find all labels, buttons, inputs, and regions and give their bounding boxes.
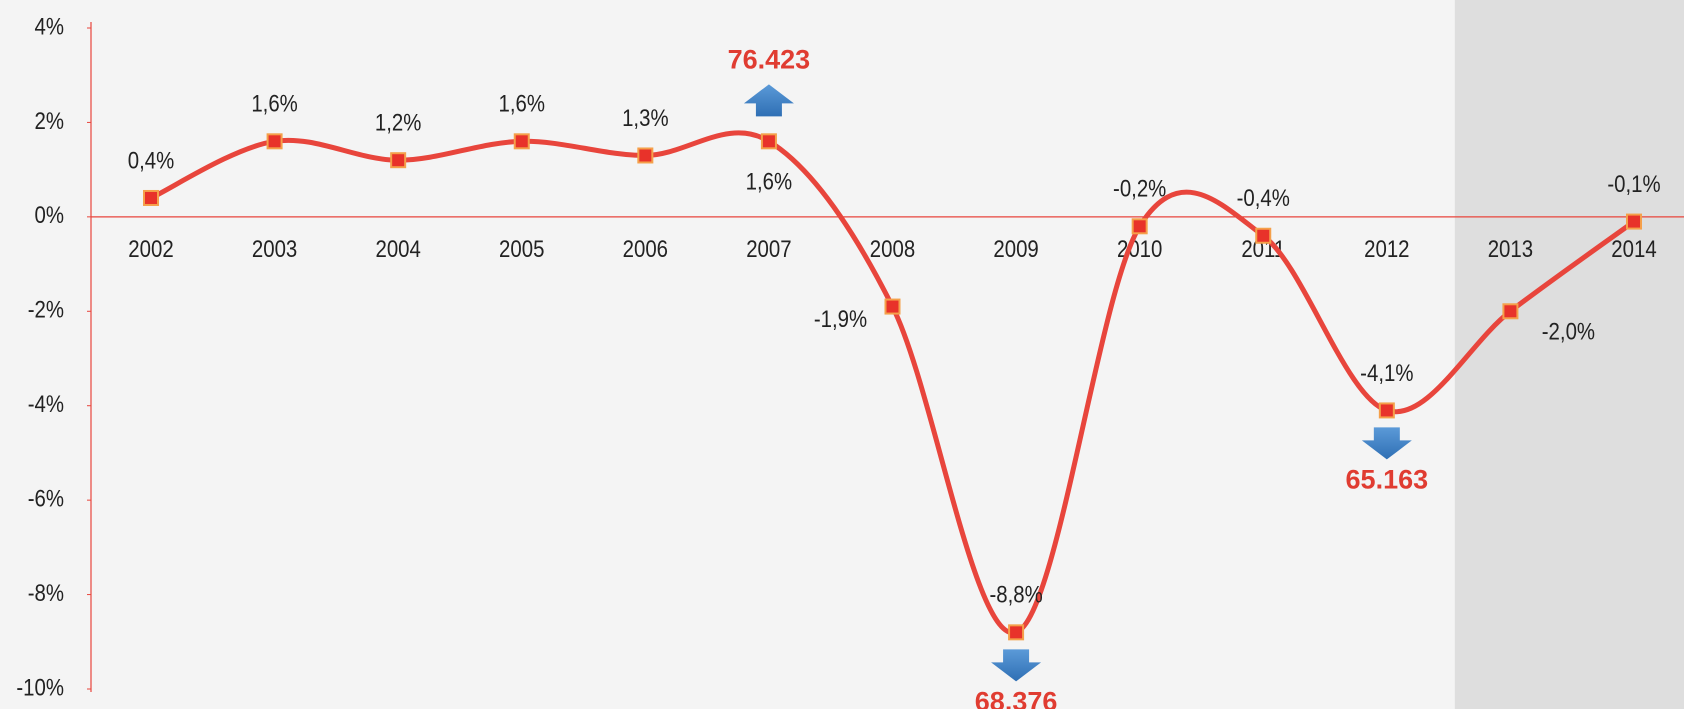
shaded-region xyxy=(1454,0,1684,709)
data-label: -0,1% xyxy=(1607,170,1660,197)
x-tick-label: 2009 xyxy=(993,236,1038,263)
x-tick-label: 2006 xyxy=(623,236,668,263)
marker xyxy=(637,147,654,164)
marker xyxy=(1502,303,1519,320)
data-label: -1,9% xyxy=(814,305,867,332)
x-tick-label: 2002 xyxy=(128,236,173,263)
data-label: 1,2% xyxy=(375,109,421,136)
data-label: -0,2% xyxy=(1113,175,1166,202)
marker xyxy=(1255,227,1272,244)
y-tick-label: -10% xyxy=(16,674,64,701)
y-tick-label: -2% xyxy=(28,296,64,323)
marker xyxy=(884,298,901,315)
data-label: 1,6% xyxy=(746,168,792,195)
marker xyxy=(390,152,407,169)
annotation-arrow xyxy=(743,84,794,117)
x-tick-label: 2004 xyxy=(375,236,420,263)
marker xyxy=(1626,213,1642,230)
data-label: 1,6% xyxy=(251,90,297,117)
y-tick-label: -4% xyxy=(28,391,64,418)
marker xyxy=(266,133,283,150)
marker xyxy=(513,133,530,150)
x-tick-label: 2003 xyxy=(252,236,297,263)
y-tick-label: 0% xyxy=(35,202,64,229)
data-label: 1,3% xyxy=(622,104,668,131)
y-tick-label: -6% xyxy=(28,485,64,512)
x-tick-label: 2012 xyxy=(1364,236,1409,263)
data-label: -8,8% xyxy=(989,581,1042,608)
y-tick-label: -8% xyxy=(28,579,64,606)
marker xyxy=(143,189,159,206)
marker xyxy=(1008,624,1025,641)
marker xyxy=(760,133,777,150)
annotation: 65.163 xyxy=(1346,465,1429,495)
annotation: 76.423 xyxy=(728,44,811,74)
x-tick-label: 2008 xyxy=(870,236,915,263)
data-label: -2,0% xyxy=(1542,318,1595,345)
data-label: -0,4% xyxy=(1237,185,1290,212)
annotation: 68.376 xyxy=(975,686,1058,709)
x-tick-label: 2005 xyxy=(499,236,544,263)
annotation-arrow xyxy=(1361,427,1412,460)
data-label: 0,4% xyxy=(128,147,174,174)
marker xyxy=(1131,218,1148,235)
y-tick-label: 2% xyxy=(35,107,64,134)
x-tick-label: 2014 xyxy=(1611,236,1656,263)
data-label: -4,1% xyxy=(1360,359,1413,386)
x-tick-label: 2007 xyxy=(746,236,791,263)
annotation-arrow xyxy=(991,649,1042,682)
data-label: 1,6% xyxy=(499,90,545,117)
y-tick-label: 4% xyxy=(35,13,64,40)
marker xyxy=(1378,402,1395,419)
x-tick-label: 2013 xyxy=(1488,236,1533,263)
line xyxy=(148,130,1637,635)
